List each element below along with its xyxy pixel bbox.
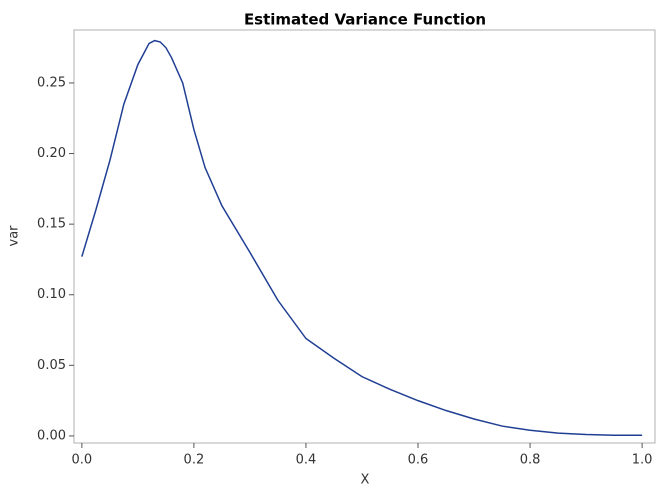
x-tick-label: 0.4 [296, 453, 317, 468]
y-axis-label: var [7, 225, 22, 247]
plot-frame [73, 29, 656, 444]
x-tick-label: 0.0 [72, 453, 93, 468]
y-tick-label: 0.15 [37, 217, 66, 232]
y-tick-label: 0.20 [37, 146, 66, 161]
y-tick-label: 0.25 [37, 75, 66, 90]
x-tick-label: 0.6 [408, 453, 429, 468]
y-tick-label: 0.10 [37, 287, 66, 302]
x-tick-label: 1.0 [632, 453, 653, 468]
x-tick-label: 0.8 [520, 453, 541, 468]
chart-title: Estimated Variance Function [244, 11, 486, 29]
y-tick-label: 0.00 [37, 428, 66, 443]
x-axis-label: X [361, 473, 370, 488]
y-tick-label: 0.05 [37, 358, 66, 373]
line-series [81, 39, 643, 436]
x-tick-label: 0.2 [184, 453, 205, 468]
